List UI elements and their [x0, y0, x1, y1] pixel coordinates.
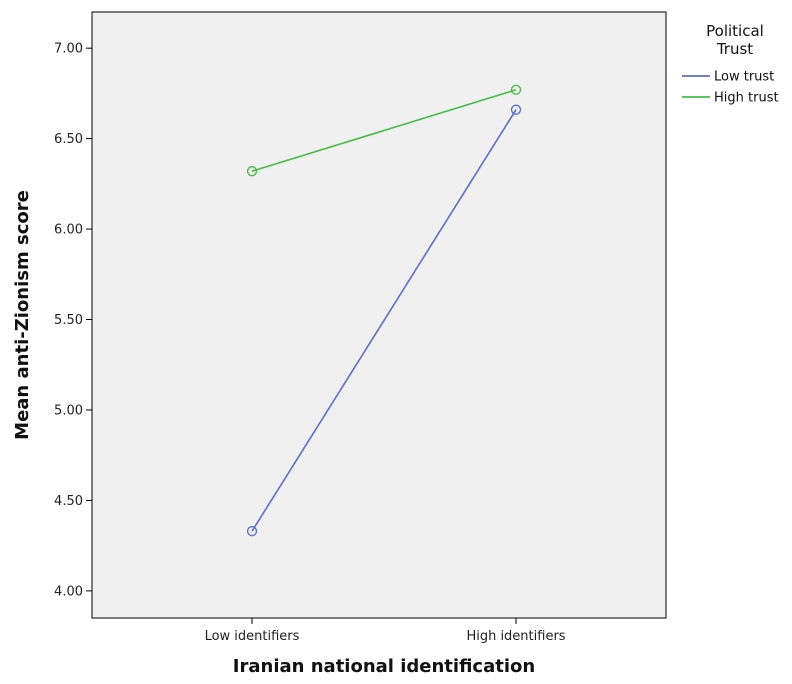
y-tick-label: 5.50	[54, 313, 83, 328]
x-axis: Low identifiers High identifiers	[205, 618, 566, 644]
series-line-high-trust	[251, 89, 517, 172]
y-axis: 4.00 4.50 5.00 5.50 6.00 6.50 7.00	[54, 42, 92, 599]
data-point-high-trust	[510, 84, 522, 95]
y-axis-title: Mean anti-Zionism score	[12, 190, 33, 440]
plot-area	[91, 11, 667, 619]
data-point-low-trust	[510, 104, 522, 115]
x-tick-label: Low identifiers	[205, 629, 300, 644]
x-tick-label: High identifiers	[466, 629, 565, 644]
legend: Political Trust Low trust High trust	[682, 22, 779, 106]
y-tick-label: 6.50	[54, 132, 83, 147]
legend-items: Low trust High trust	[682, 70, 779, 106]
y-tick-label: 7.00	[54, 42, 83, 57]
legend-label-low-trust: Low trust	[714, 70, 774, 85]
legend-title-line-1: Political	[706, 22, 764, 40]
legend-title-line-2: Trust	[716, 40, 753, 58]
x-axis-title: Iranian national identification	[233, 656, 535, 677]
y-tick-label: 6.00	[54, 223, 83, 238]
y-tick-label: 4.00	[54, 584, 83, 599]
legend-label-high-trust: High trust	[714, 91, 779, 106]
data-point-low-trust	[246, 526, 258, 537]
y-tick-label: 5.00	[54, 403, 83, 418]
y-tick-label: 4.50	[54, 494, 83, 509]
data-point-high-trust	[246, 166, 258, 177]
series-line-low-trust	[251, 109, 517, 532]
series-layer	[246, 84, 522, 537]
